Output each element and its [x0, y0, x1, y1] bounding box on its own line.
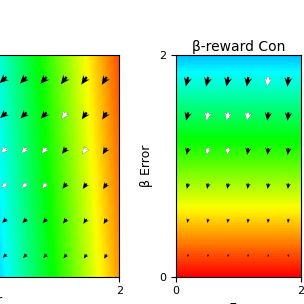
Title: β-reward Con: β-reward Con — [192, 40, 285, 54]
X-axis label: α Error: α Error — [217, 302, 260, 304]
Text: r: r — [0, 294, 2, 304]
Y-axis label: β Error: β Error — [140, 144, 153, 187]
